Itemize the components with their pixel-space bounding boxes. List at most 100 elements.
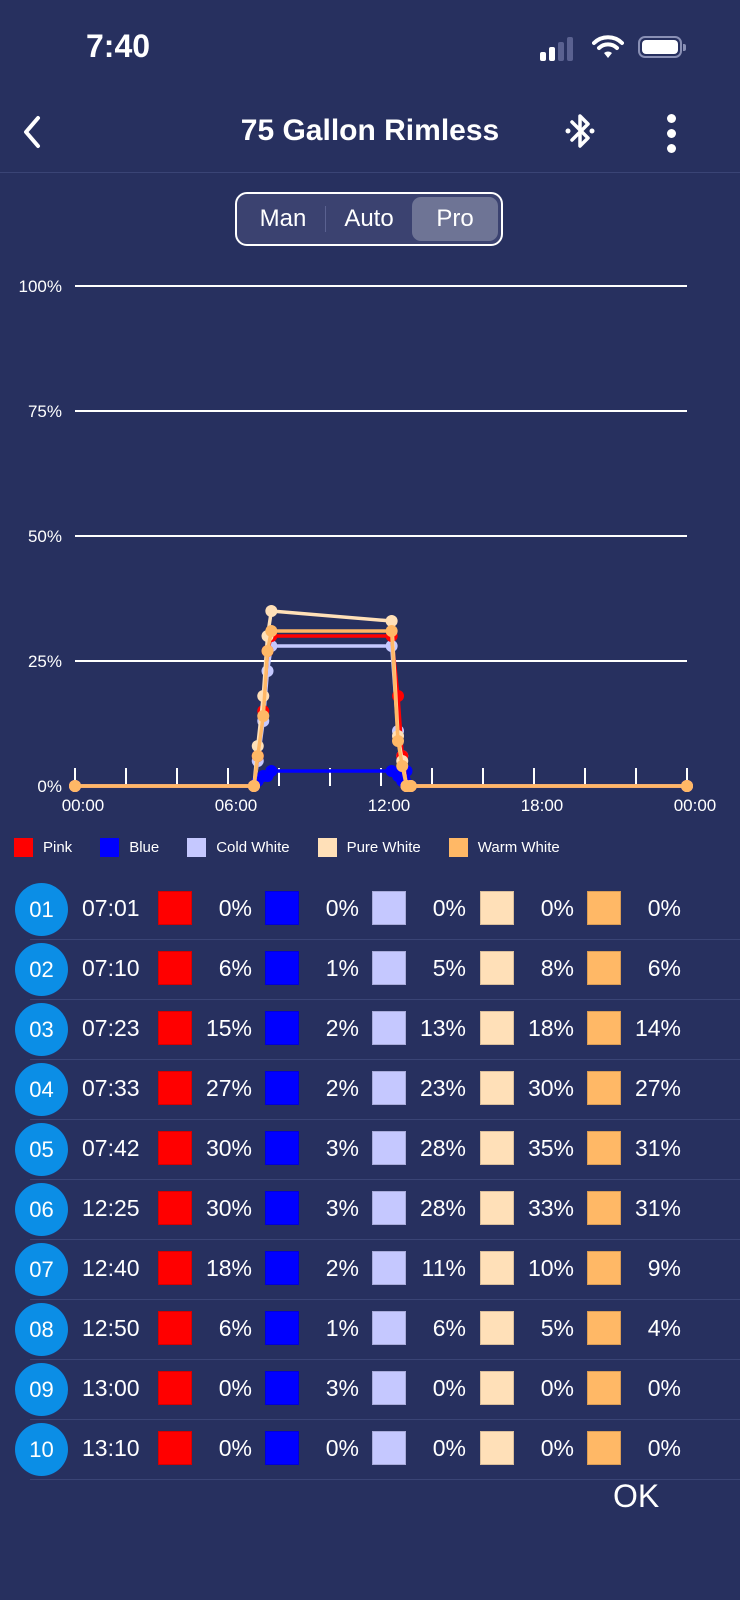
channel-percent[interactable]: 0%	[325, 1435, 359, 1461]
channel-percent[interactable]: 5%	[540, 1315, 574, 1341]
channel-percent[interactable]: 31%	[634, 1135, 681, 1161]
channel-percent[interactable]: 15%	[205, 1015, 252, 1041]
channel-percent[interactable]: 3%	[325, 1195, 359, 1221]
channel-percent[interactable]: 0%	[325, 895, 359, 921]
step-time[interactable]: 07:10	[82, 955, 140, 981]
schedule-row[interactable]: 03 07:23 15% 2% 13% 18% 14%	[15, 1000, 740, 1060]
channel-percent[interactable]: 9%	[647, 1255, 681, 1281]
step-time[interactable]: 13:10	[82, 1435, 140, 1461]
channel-percent[interactable]: 0%	[647, 1375, 681, 1401]
step-time[interactable]: 07:33	[82, 1075, 140, 1101]
bluetooth-icon[interactable]	[560, 108, 600, 154]
channel-percent[interactable]: 0%	[540, 1375, 574, 1401]
channel-percent[interactable]: 6%	[218, 955, 252, 981]
channel-percent[interactable]: 18%	[527, 1015, 574, 1041]
chevron-left-icon[interactable]	[14, 112, 54, 152]
channel-percent[interactable]: 1%	[325, 955, 359, 981]
step-time[interactable]: 07:42	[82, 1135, 140, 1161]
channel-percent[interactable]: 30%	[205, 1195, 252, 1221]
step-number-badge[interactable]: 04	[15, 1063, 68, 1116]
channel-percent[interactable]: 0%	[218, 1375, 252, 1401]
channel-percent[interactable]: 0%	[218, 895, 252, 921]
channel-percent[interactable]: 0%	[432, 1375, 466, 1401]
channel-percent[interactable]: 23%	[419, 1075, 466, 1101]
channel-percent[interactable]: 30%	[527, 1075, 574, 1101]
channel-percent[interactable]: 1%	[325, 1315, 359, 1341]
x-tick-label: 00:00	[62, 796, 105, 815]
legend-swatch	[14, 838, 33, 857]
channel-percent[interactable]: 5%	[432, 955, 466, 981]
data-point	[265, 765, 278, 777]
step-number-badge[interactable]: 05	[15, 1123, 68, 1176]
channel-percent[interactable]: 14%	[634, 1015, 681, 1041]
series-line-warm-white	[75, 629, 687, 788]
legend-item: Cold White	[187, 838, 290, 857]
channel-percent[interactable]: 10%	[527, 1255, 574, 1281]
channel-percent[interactable]: 2%	[325, 1015, 359, 1041]
channel-percent[interactable]: 6%	[432, 1315, 466, 1341]
channel-percent[interactable]: 0%	[647, 1435, 681, 1461]
legend-item: Warm White	[448, 838, 560, 857]
ok-button[interactable]: OK	[613, 1478, 660, 1514]
schedule-row[interactable]: 07 12:40 18% 2% 11% 10% 9%	[15, 1240, 740, 1300]
channel-percent[interactable]: 8%	[540, 955, 574, 981]
step-time[interactable]: 12:40	[82, 1255, 140, 1281]
channel-percent[interactable]: 30%	[205, 1135, 252, 1161]
schedule-row[interactable]: 04 07:33 27% 2% 23% 30% 27%	[15, 1060, 740, 1120]
step-number-badge[interactable]: 03	[15, 1003, 68, 1056]
step-number-badge[interactable]: 01	[15, 883, 68, 936]
cellular-signal-icon	[540, 37, 580, 61]
step-number-badge[interactable]: 06	[15, 1183, 68, 1236]
channel-percent[interactable]: 6%	[647, 955, 681, 981]
channel-percent[interactable]: 27%	[205, 1075, 252, 1101]
step-time[interactable]: 12:50	[82, 1315, 140, 1341]
channel-percent[interactable]: 2%	[325, 1075, 359, 1101]
channel-percent[interactable]: 33%	[527, 1195, 574, 1221]
channel-percent[interactable]: 18%	[205, 1255, 252, 1281]
channel-percent[interactable]: 4%	[647, 1315, 681, 1341]
step-number-badge[interactable]: 08	[15, 1303, 68, 1356]
tab-pro[interactable]: Pro	[412, 197, 498, 241]
channel-percent[interactable]: 11%	[421, 1255, 466, 1281]
channel-percent[interactable]: 0%	[432, 895, 466, 921]
channel-percent[interactable]: 28%	[419, 1195, 466, 1221]
channel-percent[interactable]: 35%	[527, 1135, 574, 1161]
step-number-badge[interactable]: 07	[15, 1243, 68, 1296]
channel-percent[interactable]: 3%	[325, 1375, 359, 1401]
x-tick-label: 06:00	[215, 796, 258, 815]
step-number-badge[interactable]: 10	[15, 1423, 68, 1476]
channel-percent[interactable]: 31%	[634, 1195, 681, 1221]
tab-man[interactable]: Man	[259, 205, 307, 232]
channel-percent[interactable]: 0%	[218, 1435, 252, 1461]
channel-color-swatch	[265, 1071, 299, 1105]
schedule-row[interactable]: 01 07:01 0% 0% 0% 0% 0%	[15, 880, 740, 940]
channel-percent[interactable]: 0%	[432, 1435, 466, 1461]
channel-percent[interactable]: 0%	[540, 895, 574, 921]
channel-color-swatch	[587, 1251, 621, 1285]
step-time[interactable]: 07:23	[82, 1015, 140, 1041]
more-vertical-icon[interactable]	[656, 110, 686, 154]
y-tick-label: 100%	[19, 277, 62, 296]
schedule-row[interactable]: 05 07:42 30% 3% 28% 35% 31%	[15, 1120, 740, 1180]
schedule-row[interactable]: 10 13:10 0% 0% 0% 0% 0%	[15, 1420, 740, 1480]
channel-percent[interactable]: 3%	[325, 1135, 359, 1161]
schedule-row[interactable]: 08 12:50 6% 1% 6% 5% 4%	[15, 1300, 740, 1360]
channel-percent[interactable]: 2%	[325, 1255, 359, 1281]
channel-percent[interactable]: 0%	[647, 895, 681, 921]
channel-percent[interactable]: 13%	[419, 1015, 466, 1041]
schedule-row[interactable]: 02 07:10 6% 1% 5% 8% 6%	[15, 940, 740, 1000]
channel-percent[interactable]: 27%	[634, 1075, 681, 1101]
step-number-badge[interactable]: 09	[15, 1363, 68, 1416]
step-time[interactable]: 12:25	[82, 1195, 140, 1221]
schedule-row[interactable]: 09 13:00 0% 3% 0% 0% 0%	[15, 1360, 740, 1420]
channel-percent[interactable]: 6%	[218, 1315, 252, 1341]
channel-percent[interactable]: 0%	[540, 1435, 574, 1461]
channel-color-swatch	[265, 1311, 299, 1345]
step-time[interactable]: 07:01	[82, 895, 140, 921]
tab-auto[interactable]: Auto	[344, 205, 394, 232]
legend-item: Blue	[100, 838, 159, 857]
schedule-row[interactable]: 06 12:25 30% 3% 28% 33% 31%	[15, 1180, 740, 1240]
channel-percent[interactable]: 28%	[419, 1135, 466, 1161]
step-number-badge[interactable]: 02	[15, 943, 68, 996]
step-time[interactable]: 13:00	[82, 1375, 140, 1401]
